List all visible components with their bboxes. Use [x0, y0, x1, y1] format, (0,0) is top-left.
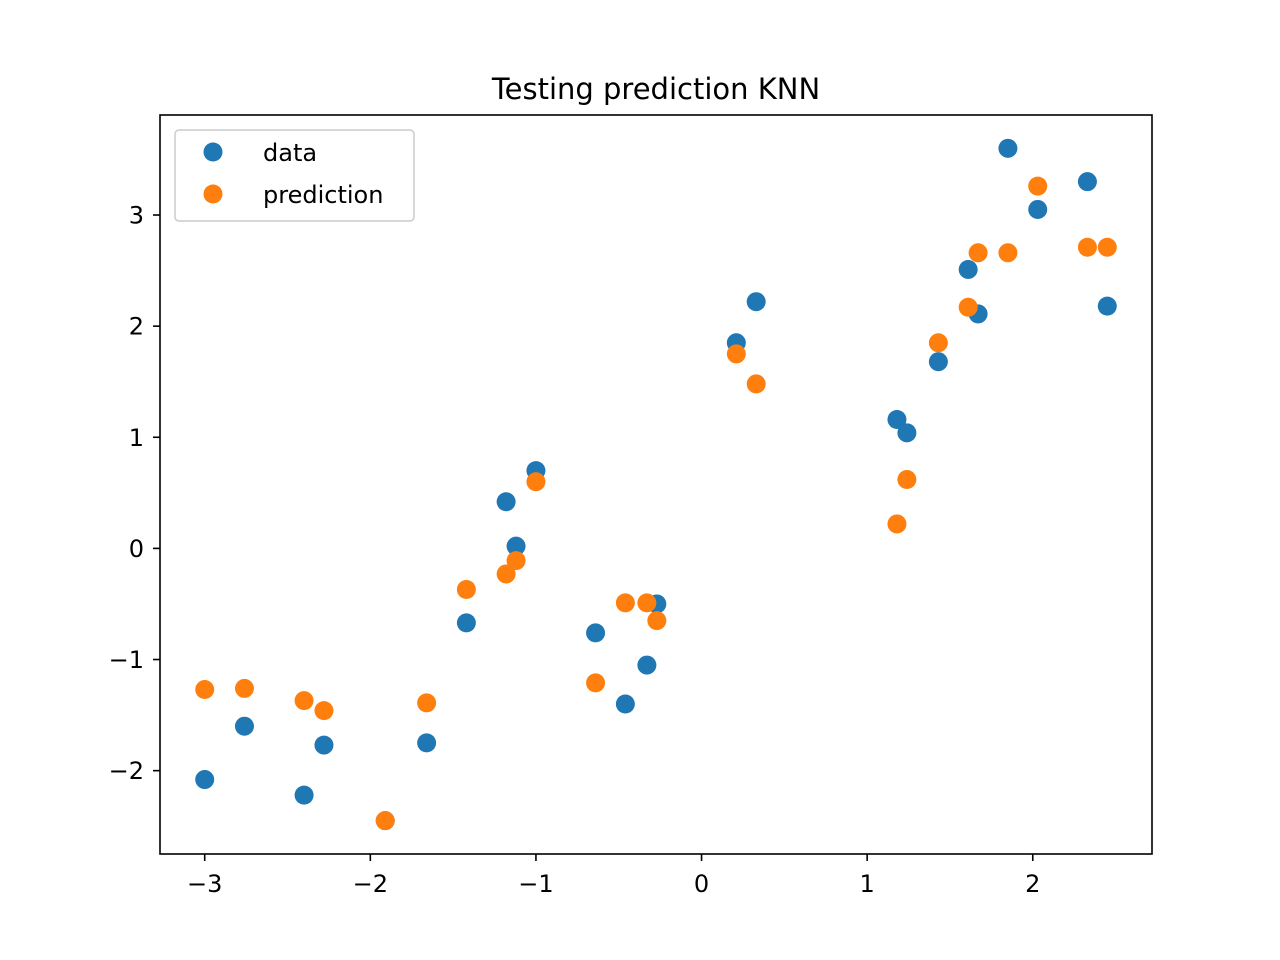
point-data-17	[897, 423, 917, 443]
point-prediction-24	[1097, 237, 1117, 257]
x-tick-label: 2	[1025, 870, 1040, 898]
point-data-3	[314, 735, 334, 755]
legend-marker-prediction	[203, 184, 223, 204]
x-tick-label: 1	[860, 870, 875, 898]
point-prediction-2	[294, 691, 314, 711]
points-layer	[195, 138, 1117, 831]
ticks-layer: −3 −2 −1 0 1 2 −2 −1 0 1 2 3	[109, 202, 1041, 898]
point-prediction-19	[958, 297, 978, 317]
point-prediction-13	[647, 611, 667, 631]
point-prediction-8	[506, 551, 526, 571]
point-data-5	[417, 733, 437, 753]
point-prediction-20	[968, 243, 988, 263]
y-tick-label: −2	[109, 757, 144, 785]
point-prediction-7	[496, 564, 516, 584]
point-data-2	[294, 785, 314, 805]
point-data-6	[456, 613, 476, 633]
point-data-24	[1097, 296, 1117, 316]
point-prediction-6	[456, 580, 476, 600]
chart-title: Testing prediction KNN	[491, 72, 820, 106]
x-tick-label: −3	[187, 870, 222, 898]
point-prediction-16	[887, 514, 907, 534]
y-tick-label: 2	[129, 313, 144, 341]
point-data-15	[746, 292, 766, 312]
point-data-8	[506, 536, 526, 556]
point-prediction-9	[526, 472, 546, 492]
y-tick-label: −1	[109, 646, 144, 674]
point-prediction-17	[897, 469, 917, 489]
y-tick-label: 0	[129, 535, 144, 563]
point-prediction-4	[375, 811, 395, 831]
x-tick-label: −1	[518, 870, 553, 898]
point-data-19	[958, 259, 978, 279]
point-data-12	[637, 655, 657, 675]
point-prediction-18	[928, 333, 948, 353]
legend-marker-data	[203, 142, 223, 162]
point-data-10	[586, 623, 606, 643]
x-tick-label: −2	[353, 870, 388, 898]
legend: data prediction	[174, 129, 415, 222]
point-prediction-5	[417, 693, 437, 713]
point-data-21	[998, 138, 1018, 158]
point-prediction-3	[314, 701, 334, 721]
point-prediction-14	[726, 344, 746, 364]
point-prediction-1	[234, 678, 254, 698]
point-prediction-15	[746, 374, 766, 394]
point-data-7	[496, 492, 516, 512]
point-data-18	[928, 352, 948, 372]
point-prediction-23	[1077, 237, 1097, 257]
point-prediction-11	[615, 593, 635, 613]
legend-box	[174, 129, 415, 222]
y-tick-label: 3	[129, 202, 144, 230]
x-tick-label: 0	[694, 870, 709, 898]
point-prediction-21	[998, 243, 1018, 263]
point-data-23	[1077, 172, 1097, 192]
point-prediction-12	[637, 593, 657, 613]
plot-area-frame	[159, 114, 1153, 855]
y-tick-label: 1	[129, 424, 144, 452]
point-data-22	[1028, 199, 1048, 219]
point-prediction-22	[1028, 176, 1048, 196]
point-prediction-0	[195, 680, 215, 700]
legend-label-prediction: prediction	[263, 181, 383, 209]
point-prediction-10	[586, 673, 606, 693]
legend-label-data: data	[263, 139, 317, 167]
point-data-11	[615, 694, 635, 714]
point-data-1	[234, 716, 254, 736]
point-data-0	[195, 770, 215, 790]
point-data-16	[887, 409, 907, 429]
